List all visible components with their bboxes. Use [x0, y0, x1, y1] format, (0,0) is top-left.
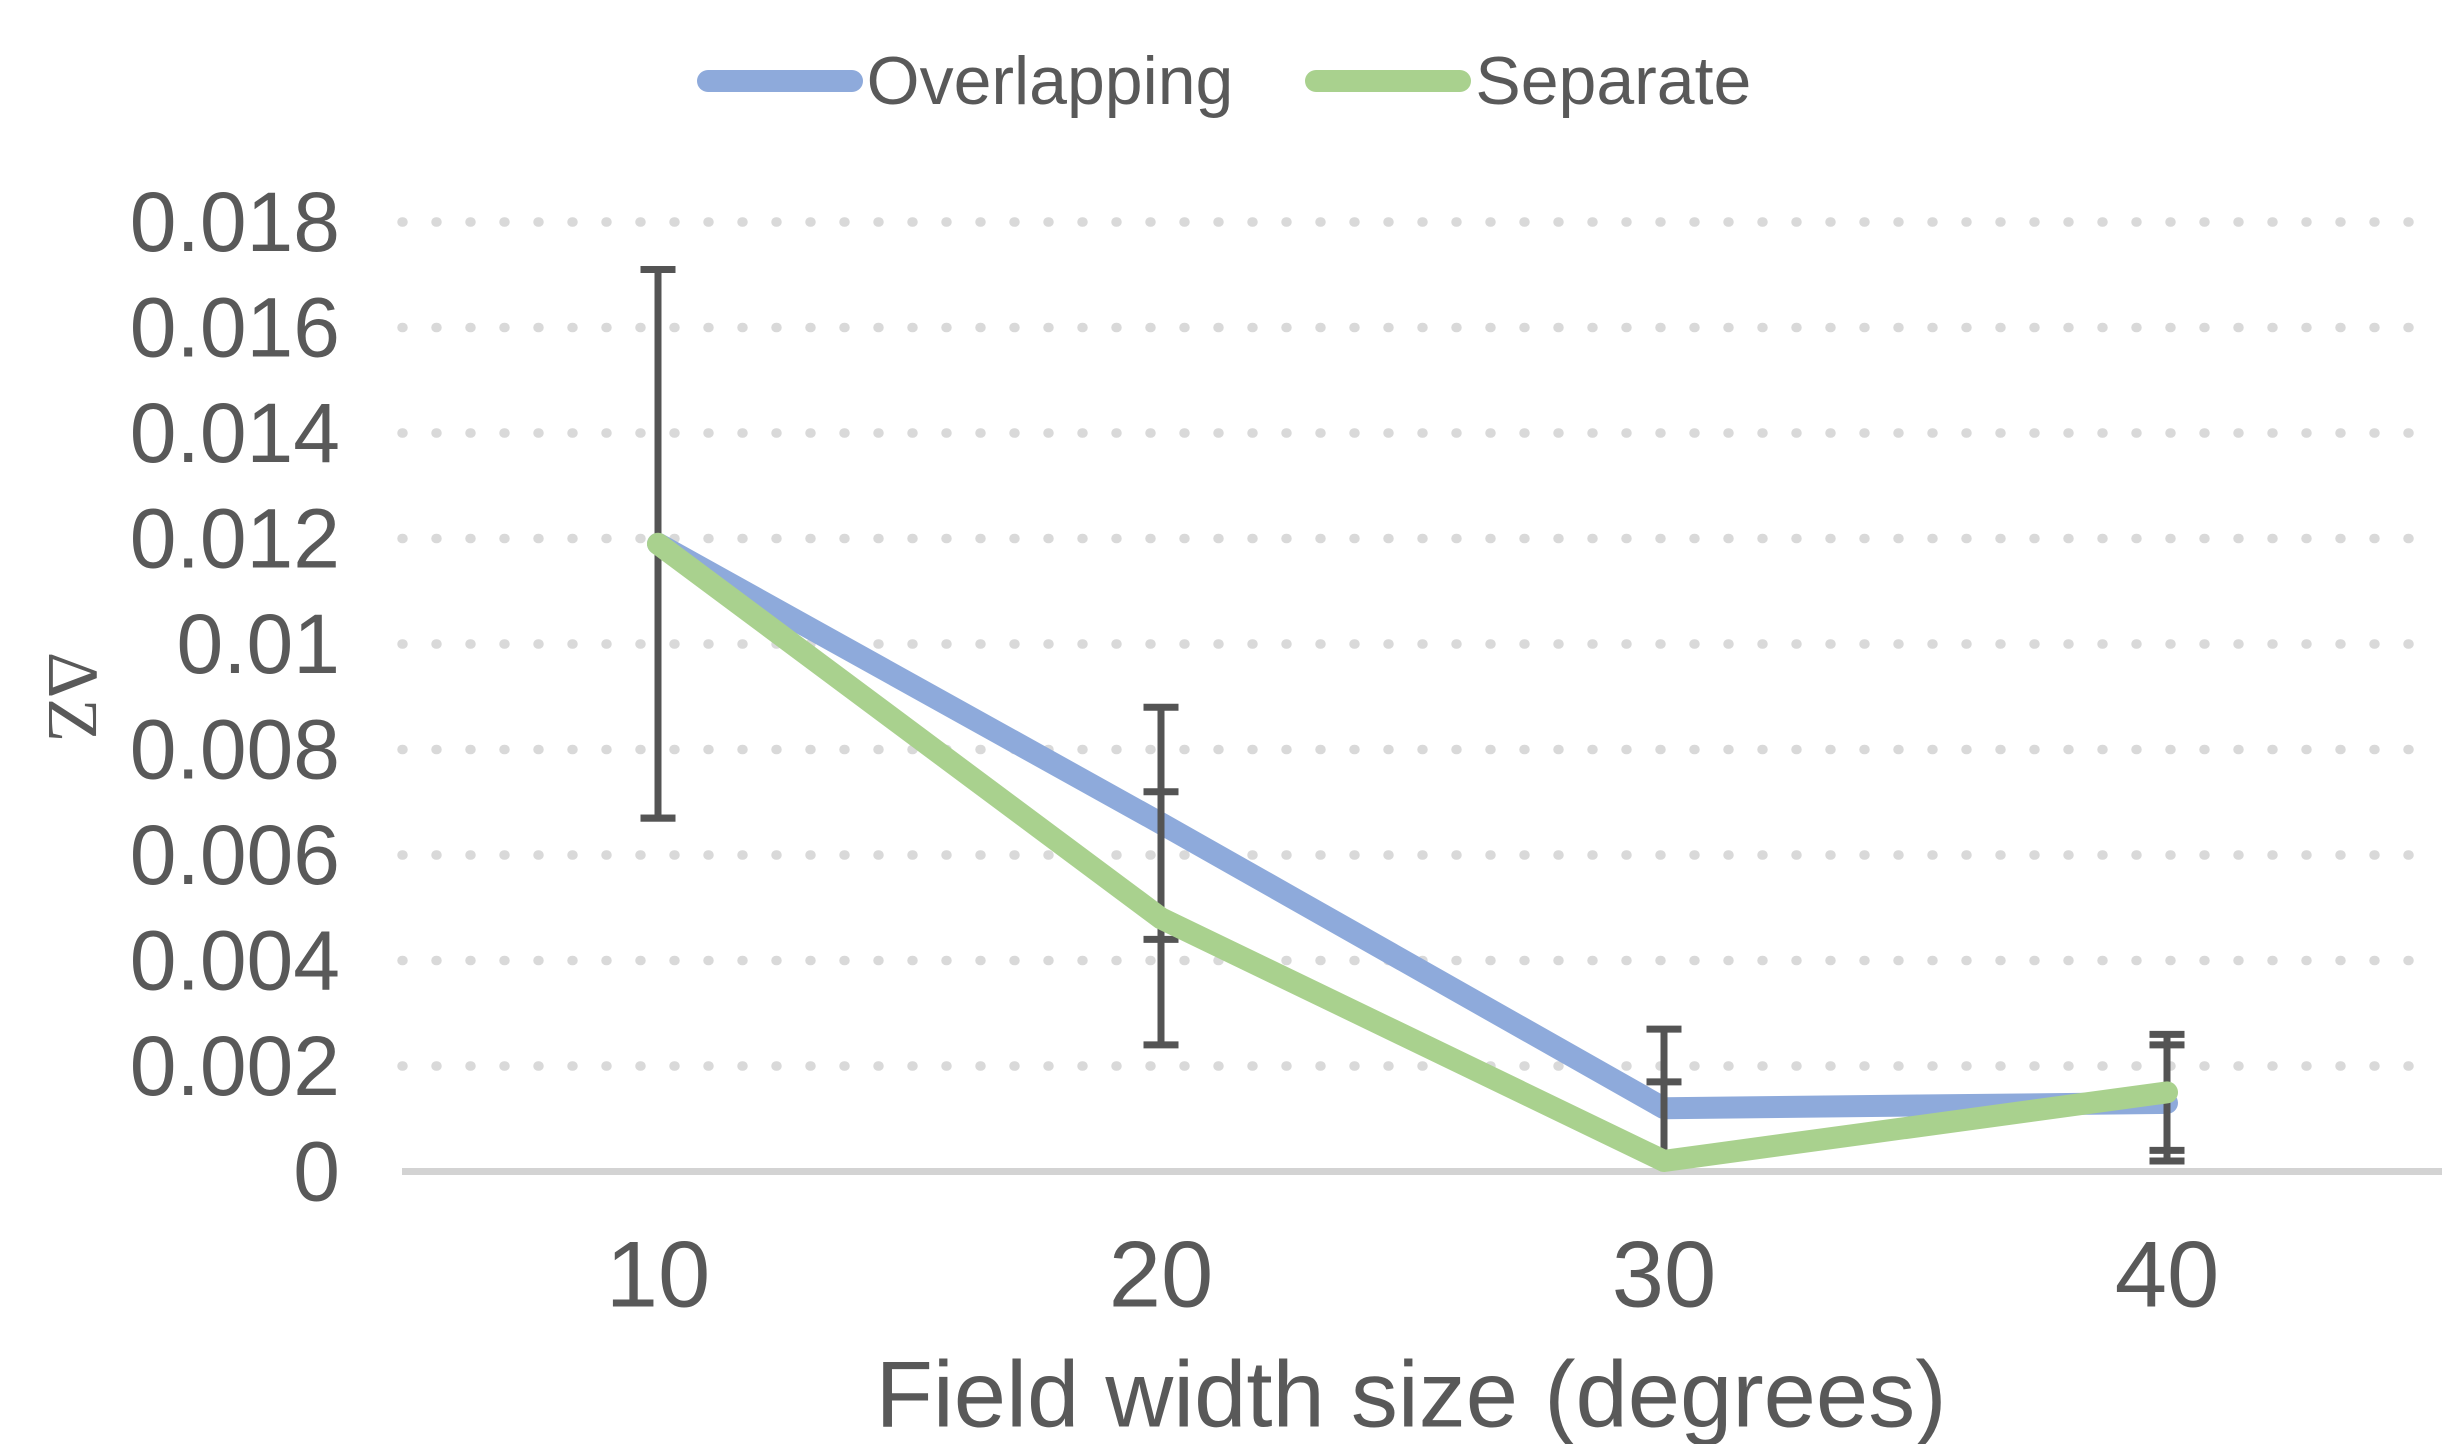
y-tick-label: 0.01 — [177, 597, 341, 691]
x-tick-label: 30 — [1612, 1222, 1717, 1327]
series-line-overlapping — [647, 532, 2178, 1120]
series-line-separate — [647, 532, 2178, 1172]
legend-swatch-overlapping — [696, 70, 863, 92]
y-tick-label: 0.014 — [130, 386, 340, 480]
series-lines-front-group — [647, 532, 2178, 1172]
y-tick-label: 0.012 — [130, 492, 340, 586]
y-tick-label: 0.002 — [130, 1019, 340, 1113]
y-tick-label: 0.004 — [130, 914, 340, 1008]
x-tick-label: 20 — [1109, 1222, 1214, 1327]
legend-item-separate: Separate — [1305, 47, 1751, 115]
legend: Overlapping Separate — [0, 26, 2448, 136]
x-tick-label: 40 — [2115, 1222, 2220, 1327]
y-tick-label: 0.006 — [130, 808, 340, 902]
y-tick-label: 0.016 — [130, 281, 340, 375]
y-tick-label: 0.008 — [130, 703, 340, 797]
y-tick-label: 0 — [293, 1125, 340, 1219]
axis-labels-group: 0 0.002 0.004 0.006 0.008 0.01 0.012 0.014 0.016… — [130, 175, 2220, 1327]
series-lines-back-group — [647, 532, 2178, 1120]
legend-label-overlapping: Overlapping — [866, 43, 1234, 119]
x-axis-title: Field width size (degrees) — [876, 1342, 1947, 1444]
legend-item-overlapping: Overlapping — [696, 43, 1234, 119]
legend-label-separate: Separate — [1475, 43, 1752, 119]
x-tick-label: 10 — [606, 1222, 711, 1327]
y-axis-title: ΔZ — [33, 652, 113, 742]
y-tick-label: 0.018 — [130, 175, 340, 269]
legend-swatch-separate — [1305, 70, 1472, 92]
gridlines-group — [397, 217, 2447, 1175]
